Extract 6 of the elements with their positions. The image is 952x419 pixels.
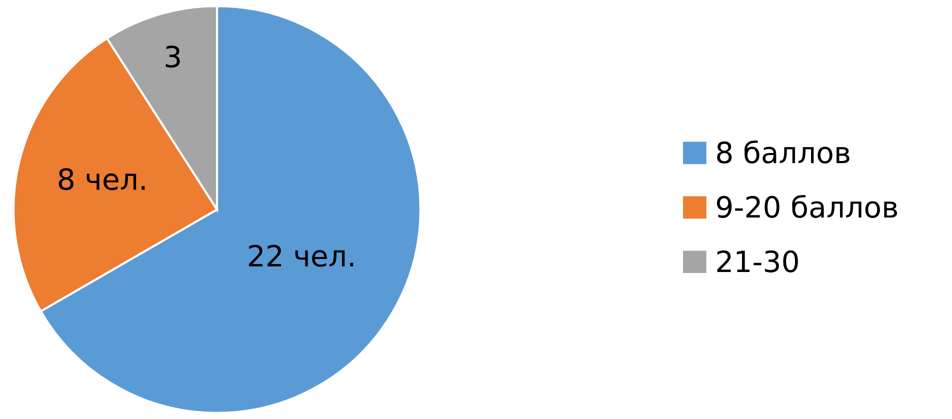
data-label: 3 [166, 46, 180, 68]
data-label: 22 чел. [248, 244, 354, 267]
data-label: 8 чел. [58, 168, 145, 190]
legend-label: 9-20 баллов [716, 194, 898, 218]
legend-label: 21-30 [717, 250, 798, 272]
legend-label: 8 баллов [717, 140, 850, 164]
